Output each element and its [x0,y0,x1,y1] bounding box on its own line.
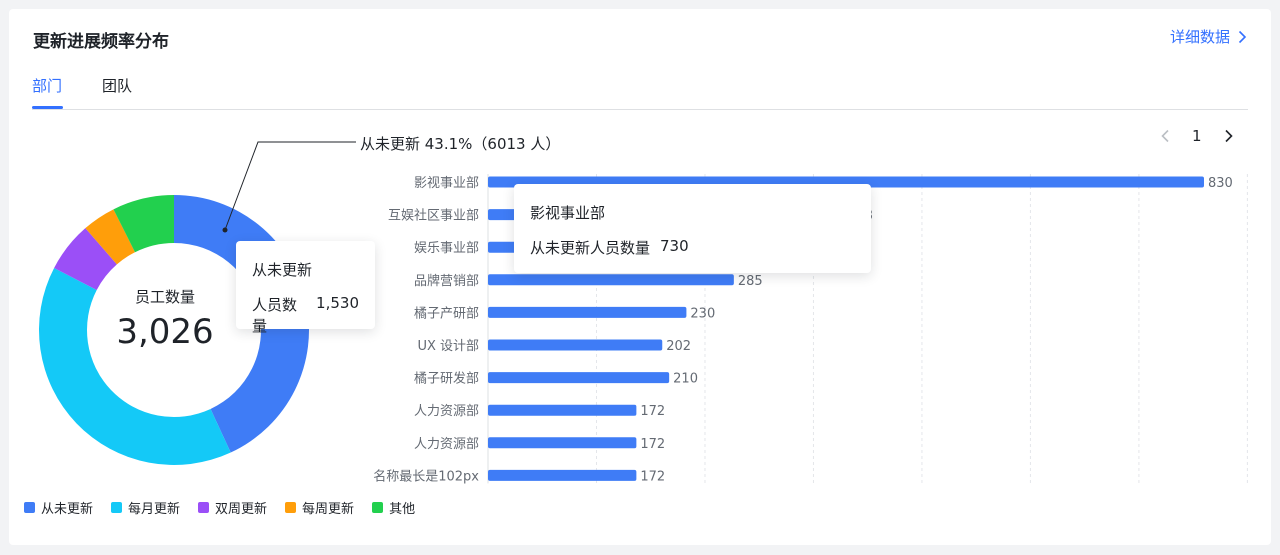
legend-label: 其他 [389,502,416,517]
category-label: 娱乐事业部 [414,241,479,256]
tab-department[interactable]: 部门 [32,77,63,95]
bar[interactable] [488,274,734,286]
page-number: 1 [1192,127,1202,145]
pager: 1 [1160,127,1234,145]
donut-center-label: 员工数量 [134,288,195,306]
legend-swatch [198,502,210,513]
chart-legend: 从未更新 每月更新 双周更新 每周更新 其他 [24,498,415,517]
chevron-left-icon[interactable] [1160,129,1170,143]
donut-slice-biweekly[interactable] [54,228,117,291]
category-label: 影视事业部 [414,176,479,191]
legend-swatch [24,502,35,513]
donut-slice-weekly[interactable] [85,209,135,265]
category-label: 人力资源部 [414,437,479,452]
tab-bar: 部门 团队 [32,73,1248,110]
legend-item-never[interactable]: 从未更新 [24,498,93,517]
category-label: 橘子产研部 [414,305,479,321]
legend-item-other[interactable]: 其他 [372,498,415,517]
bar[interactable] [488,339,663,351]
donut-tooltip: 从未更新 人员数量 1,530 [236,241,375,335]
legend-label: 每月更新 [128,502,181,517]
legend-label: 双周更新 [215,502,268,517]
legend-label: 从未更新 [41,502,94,517]
bar-tooltip-title: 影视事业部 [530,204,606,222]
legend-item-weekly[interactable]: 每周更新 [285,498,354,517]
data-label: 830 [1208,176,1233,191]
bar-tooltip: 影视事业部 从未更新人员数量 730 [514,184,871,273]
category-label: 品牌营销部 [414,273,479,289]
data-label: 230 [690,306,715,321]
card-title: 更新进展频率分布 [33,32,169,52]
detail-data-link[interactable]: 详细数据 [1170,26,1247,47]
data-label: 285 [738,274,763,289]
legend-swatch [111,502,123,513]
category-label: UX 设计部 [417,339,479,354]
donut-annotation: 从未更新 43.1%（6013 人） [360,135,561,153]
donut-tooltip-value: 1,530 [316,294,359,312]
detail-link-label: 详细数据 [1169,28,1230,46]
donut-slice-monthly[interactable] [38,267,231,465]
bar[interactable] [488,306,687,318]
data-label: 172 [640,437,665,452]
bar[interactable] [488,437,637,449]
category-label: 互娱社区事业部 [388,208,479,224]
legend-label: 每周更新 [302,502,355,517]
donut-center-value: 3,026 [116,312,214,352]
bar-tooltip-value: 730 [660,237,689,255]
category-label: 人力资源部 [414,404,479,419]
tab-team[interactable]: 团队 [102,77,133,95]
data-label: 172 [640,404,665,419]
data-label: 202 [666,339,691,354]
bar-tooltip-metric: 从未更新人员数量 [530,239,651,257]
chevron-right-icon[interactable] [1224,129,1234,143]
legend-item-biweekly[interactable]: 双周更新 [198,498,267,517]
donut-tooltip-title: 从未更新 [252,261,313,279]
legend-swatch [372,502,384,513]
category-label: 名称最长是102px [373,468,479,484]
data-label: 210 [673,372,698,387]
category-label: 橘子研发部 [414,371,479,387]
bar[interactable] [488,372,670,384]
bar[interactable] [488,469,637,481]
bar[interactable] [488,404,637,416]
donut-tooltip-metric: 人员数量 [252,296,298,335]
legend-item-monthly[interactable]: 每月更新 [111,498,180,517]
data-label: 172 [640,469,665,484]
legend-swatch [285,502,297,513]
donut-slice-other[interactable] [113,195,174,253]
active-tab-indicator [32,106,63,109]
chevron-right-icon [1238,30,1247,43]
